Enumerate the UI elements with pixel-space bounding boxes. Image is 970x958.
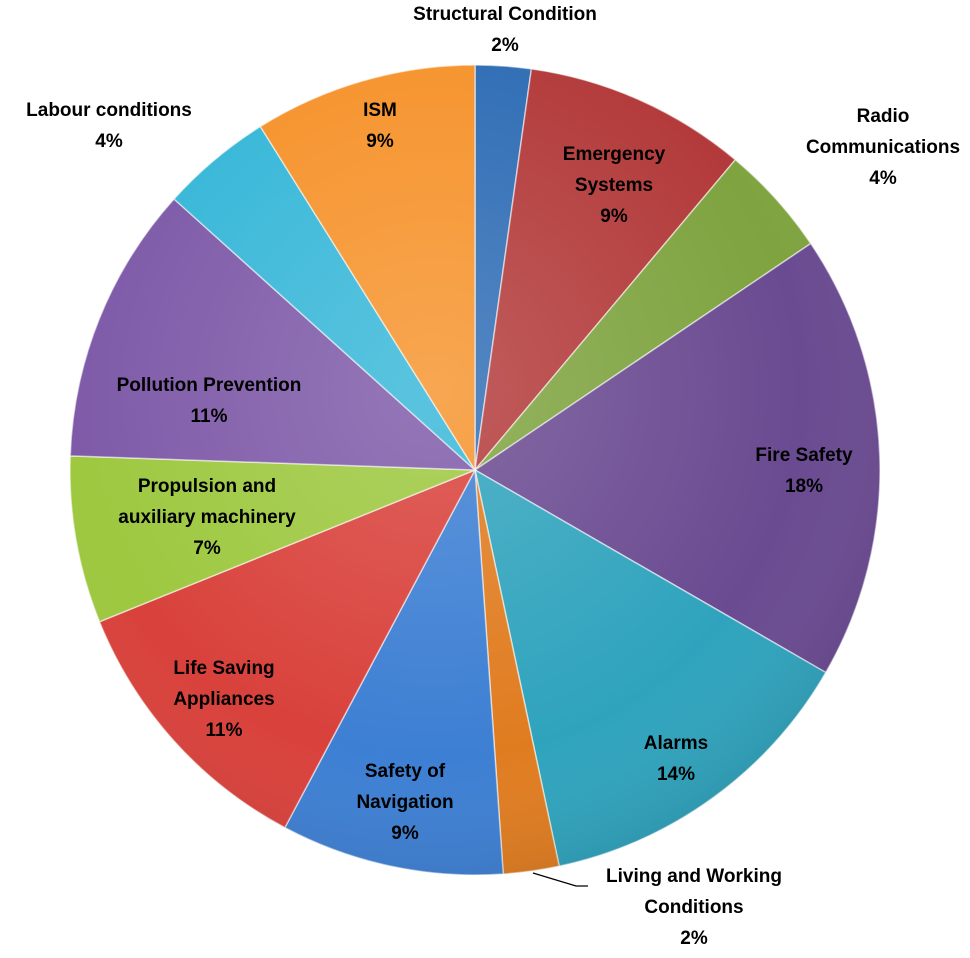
data-label-life-saving-appliances: Life Saving Appliances 11%: [173, 658, 274, 741]
data-label-ism: ISM 9%: [363, 100, 397, 152]
data-label-radio-communications: Radio Communications 4%: [806, 106, 960, 189]
data-label-emergency-systems: Emergency Systems 9%: [563, 144, 666, 227]
data-label-safety-of-navigation: Safety of Navigation 9%: [356, 761, 453, 844]
pie-slices: [69, 64, 881, 876]
leader-line-living-and-working-conditions: [532, 872, 588, 887]
data-label-pollution-prevention: Pollution Prevention 11%: [117, 375, 302, 427]
data-label-labour-conditions: Labour conditions 4%: [26, 100, 192, 152]
data-label-propulsion-and-auxiliary-machinery: Propulsion and auxiliary machinery 7%: [118, 476, 296, 559]
pie-labels: Structural Condition 2% Emergency Systems 9%…: [26, 4, 960, 949]
data-label-living-and-working-conditions: Living and Working Conditions 2%: [606, 866, 782, 949]
data-label-alarms: Alarms 14%: [644, 733, 708, 785]
data-label-structural-condition: Structural Condition 2%: [413, 4, 597, 56]
data-label-fire-safety: Fire Safety 18%: [755, 445, 853, 497]
